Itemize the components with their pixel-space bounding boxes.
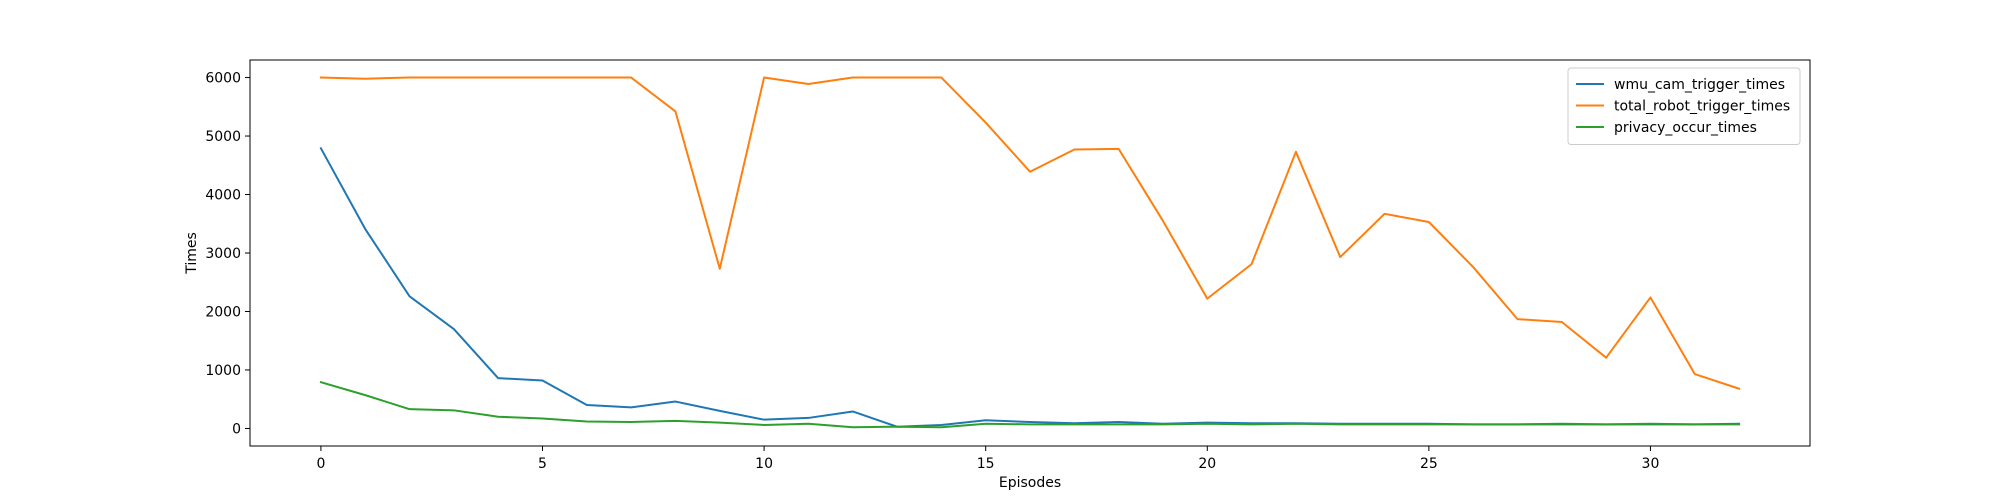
y-tick-label: 1000 xyxy=(205,363,241,379)
y-tick-label: 2000 xyxy=(205,304,241,320)
series-line-total-robot-trigger-times xyxy=(319,76,1741,390)
y-tick-label: 6000 xyxy=(205,71,241,87)
legend-label: privacy_occur_times xyxy=(1614,120,1757,136)
y-axis-label: Times xyxy=(184,232,200,275)
plot-area xyxy=(250,60,1810,446)
y-axis-ticks: 0 1000 2000 3000 4000 5000 6000 xyxy=(205,71,250,437)
x-tick-label: 25 xyxy=(1420,456,1438,472)
legend-label: wmu_cam_trigger_times xyxy=(1614,77,1785,93)
x-tick-label: 5 xyxy=(538,456,547,472)
y-tick-label: 0 xyxy=(232,421,241,437)
y-tick-label: 3000 xyxy=(205,246,241,262)
legend-label: total_robot_trigger_times xyxy=(1614,99,1790,115)
x-tick-label: 30 xyxy=(1642,456,1660,472)
x-tick-label: 10 xyxy=(755,456,773,472)
x-axis-label: Episodes xyxy=(999,475,1061,491)
y-tick-label: 5000 xyxy=(205,129,241,145)
x-tick-label: 20 xyxy=(1198,456,1216,472)
x-tick-label: 15 xyxy=(977,456,995,472)
x-tick-label: 0 xyxy=(316,456,325,472)
x-axis-ticks: 0 5 10 15 20 25 30 xyxy=(316,446,1659,472)
legend: wmu_cam_trigger_times total_robot_trigger… xyxy=(1567,67,1801,145)
y-tick-label: 4000 xyxy=(205,188,241,204)
series-line-privacy-occur-times xyxy=(319,381,1741,429)
legend-box xyxy=(1567,67,1801,145)
series-layer xyxy=(319,76,1741,429)
